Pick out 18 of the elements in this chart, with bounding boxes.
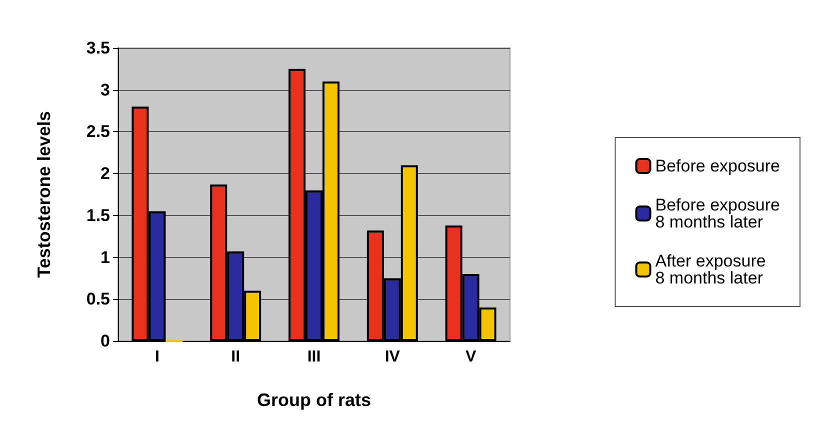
y-tick-label: 3.5 <box>86 38 110 58</box>
y-tick-label: 2 <box>100 164 110 184</box>
y-tick-label: 3 <box>100 80 110 100</box>
x-tick-label: II <box>231 348 240 366</box>
x-tick-label: V <box>465 348 476 366</box>
x-axis-title: Group of rats <box>256 390 372 410</box>
legend-label: Before exposure 8 months later <box>655 196 780 232</box>
y-axis-title: Testosterone levels <box>34 111 54 278</box>
y-tick-label: 0.5 <box>86 290 110 309</box>
y-tick-label: 0 <box>100 332 110 350</box>
legend-label: Before exposure <box>655 156 780 176</box>
x-tick-label: IV <box>384 348 400 366</box>
y-tick-label: 1.5 <box>86 206 110 225</box>
y-tick-label: 1 <box>100 248 110 267</box>
x-tick-label: III <box>307 348 321 366</box>
y-tick-label: 2.5 <box>86 122 110 142</box>
legend-label: After exposure 8 months later <box>655 252 766 288</box>
x-tick-label: I <box>154 348 160 366</box>
